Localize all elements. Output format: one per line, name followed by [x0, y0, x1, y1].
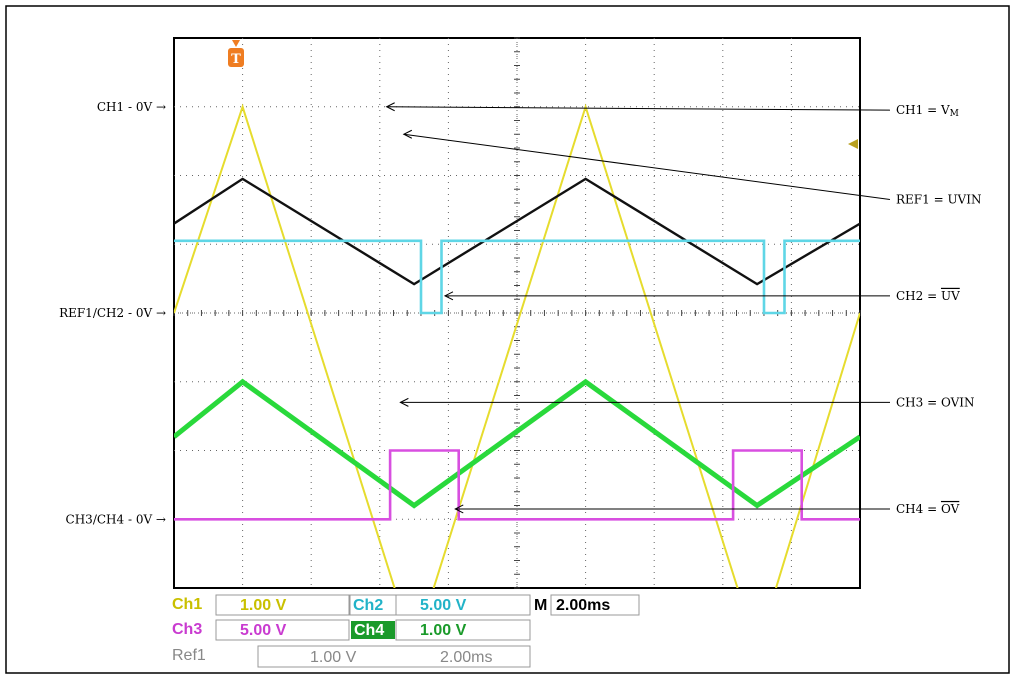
annotations: CH1 = VM REF1 = UVIN CH2 = UV CH3 = OVIN CH4… [385, 102, 981, 516]
left-marker-label: REF1/CH2 - 0V → [59, 306, 166, 320]
annotation-leader [386, 106, 891, 111]
timebase-value: 2.00ms [556, 597, 610, 614]
status-bar: Ch1 1.00 V Ch2 5.00 V M 2.00ms Ch3 5.00 … [172, 594, 640, 668]
ch1-label: Ch1 [172, 596, 202, 613]
ch3-box [215, 619, 350, 641]
annotation-label: CH1 = VM [896, 103, 959, 119]
timebase-label: M [534, 597, 547, 614]
left-marker-label: CH3/CH4 - 0V → [66, 512, 166, 526]
annotation-label: REF1 = UVIN [896, 193, 981, 207]
annotation-label: CH4 = OV [896, 502, 960, 516]
ch2-box [395, 594, 531, 616]
annotation-arrowhead [385, 102, 395, 112]
ref1-label: Ref1 [172, 647, 206, 664]
ch4-value: 1.00 V [420, 622, 467, 639]
annotation-overline-text: UV [941, 289, 960, 303]
ch3-value: 5.00 V [240, 622, 287, 639]
trigger-level-arrow [848, 139, 858, 149]
ref1-value: 1.00 V [310, 649, 357, 666]
annotation-label: CH2 = UV [896, 289, 960, 303]
ch4-label-box [351, 621, 395, 639]
ch2-value: 5.00 V [420, 597, 467, 614]
svg-text:T: T [231, 52, 241, 67]
trace-ch1 [174, 103, 860, 588]
annotation-arrowhead [443, 291, 454, 301]
annotation-arrowhead [402, 129, 413, 139]
annotation-subscript: M [950, 109, 959, 119]
ch1-box [215, 594, 350, 616]
trigger-marker: T [228, 40, 244, 67]
ref1-box [257, 645, 531, 668]
left-markers: CH1 - 0V → REF1/CH2 - 0V → CH3/CH4 - 0V → [59, 100, 166, 527]
scope-traces [174, 103, 860, 588]
annotation-leader [403, 133, 891, 201]
ch1-value: 1.00 V [240, 597, 287, 614]
ch2-label: Ch2 [353, 597, 383, 614]
annotation-overline-text: OV [941, 502, 960, 516]
left-marker-label: CH1 - 0V → [97, 100, 166, 114]
trace-ch4 [174, 449, 860, 521]
ch3-label: Ch3 [172, 621, 202, 638]
trace-ref1 [174, 177, 860, 286]
timebase-box [550, 594, 640, 616]
trace-ch3 [174, 378, 860, 509]
annotation-arrowhead [399, 397, 409, 407]
trace-ch2 [174, 239, 860, 315]
annotation-label: CH3 = OVIN [896, 395, 975, 409]
ref1-time: 2.00ms [440, 649, 492, 666]
annotation-arrowhead [454, 504, 464, 514]
ch4-label: Ch4 [354, 622, 384, 639]
ch4-box [395, 619, 531, 641]
